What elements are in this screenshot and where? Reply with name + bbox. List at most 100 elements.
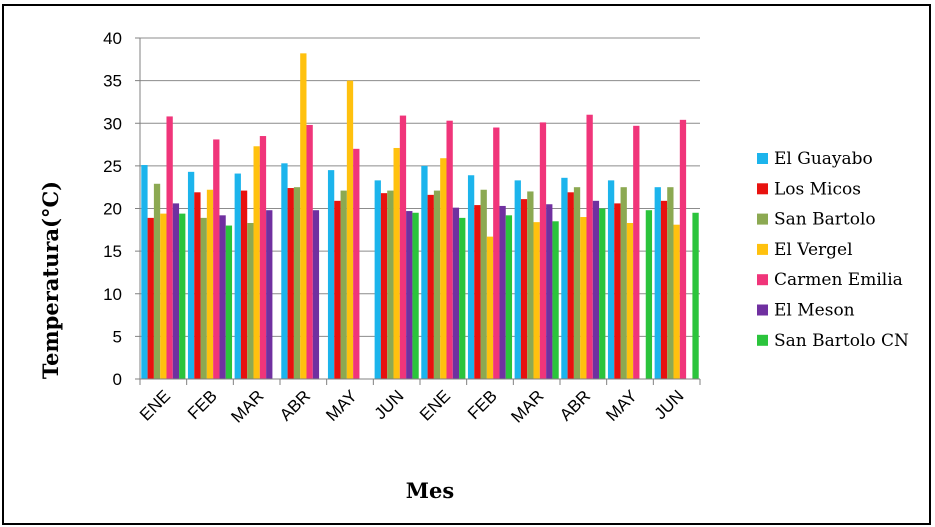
y-tick-label: 15 bbox=[103, 242, 122, 261]
legend-swatch bbox=[757, 304, 768, 316]
bar bbox=[300, 53, 307, 379]
bar bbox=[614, 203, 621, 379]
legend-item: San Bartolo CN bbox=[757, 331, 909, 351]
bar bbox=[499, 205, 506, 379]
bar bbox=[673, 224, 680, 379]
bar bbox=[592, 200, 600, 379]
y-tick-label: 5 bbox=[113, 327, 122, 346]
bar bbox=[187, 171, 195, 379]
bar bbox=[281, 163, 288, 379]
bar bbox=[387, 190, 394, 379]
bar bbox=[141, 165, 148, 379]
x-tick-labels: ENE FEB MAR ABR MAY JUN ENE FEB MAR ABR MAY JUN bbox=[136, 386, 687, 426]
bar bbox=[533, 222, 540, 379]
y-tick-label: 25 bbox=[103, 157, 122, 176]
legend-label: Carmen Emilia bbox=[774, 270, 903, 290]
bar bbox=[474, 205, 481, 379]
bar bbox=[421, 165, 428, 379]
bar bbox=[567, 192, 574, 379]
bar bbox=[586, 114, 593, 379]
bar bbox=[514, 180, 521, 379]
bar bbox=[166, 116, 173, 380]
bar bbox=[520, 199, 528, 379]
bar bbox=[539, 122, 547, 380]
bar bbox=[194, 192, 201, 379]
legend-swatch bbox=[757, 153, 768, 164]
x-tick-label: ENE bbox=[416, 386, 454, 424]
legend: El Guayabo Los Micos San Bartolo El Vergel C… bbox=[757, 149, 909, 351]
x-tick-label: FEB bbox=[464, 386, 501, 423]
y-axis-title: Temperatura(°C) bbox=[38, 181, 63, 379]
x-tick-label: FEB bbox=[184, 386, 221, 423]
bar bbox=[399, 115, 407, 379]
bar bbox=[380, 193, 388, 379]
y-tick-label: 30 bbox=[103, 114, 122, 133]
bar bbox=[654, 187, 661, 379]
bar bbox=[247, 222, 254, 379]
legend-label: El Vergel bbox=[774, 240, 853, 260]
bar bbox=[660, 200, 668, 379]
x-tick-label: ENE bbox=[136, 386, 174, 424]
bar bbox=[561, 177, 568, 379]
x-tick-label: MAY bbox=[322, 386, 361, 425]
x-tick-label: MAY bbox=[602, 386, 641, 425]
bar bbox=[633, 125, 640, 380]
bar bbox=[306, 124, 313, 379]
bar bbox=[334, 200, 341, 379]
bar bbox=[340, 190, 347, 379]
bar bbox=[259, 136, 267, 379]
bar bbox=[546, 204, 553, 379]
legend-swatch bbox=[757, 334, 768, 346]
bar bbox=[480, 189, 487, 379]
y-tick-label: 40 bbox=[103, 29, 122, 48]
x-tick-label: ABR bbox=[556, 386, 594, 424]
bar bbox=[486, 236, 494, 379]
y-tick-label: 10 bbox=[103, 285, 122, 304]
x-tick-label: MAR bbox=[227, 386, 267, 426]
bar bbox=[346, 80, 354, 379]
bar bbox=[580, 217, 587, 379]
bar bbox=[234, 173, 241, 379]
bar bbox=[467, 175, 475, 379]
bar bbox=[440, 158, 447, 379]
bar bbox=[179, 213, 186, 379]
bar bbox=[692, 212, 699, 379]
bar bbox=[153, 183, 161, 379]
grid-lines bbox=[140, 37, 700, 337]
bar bbox=[312, 210, 320, 379]
bar bbox=[433, 190, 441, 379]
bar bbox=[505, 215, 513, 379]
x-tick-label: JUN bbox=[651, 386, 688, 423]
legend-label: El Meson bbox=[774, 301, 855, 321]
legend-label: San Bartolo CN bbox=[774, 331, 909, 351]
x-axis-title: Mes bbox=[406, 478, 454, 503]
x-tick-label: MAR bbox=[507, 386, 547, 426]
bar bbox=[287, 188, 294, 379]
legend-item: Los Micos bbox=[757, 179, 861, 199]
axes bbox=[135, 37, 701, 385]
bar bbox=[213, 139, 220, 379]
bar bbox=[374, 180, 381, 379]
bar bbox=[253, 146, 260, 379]
y-tick-labels: 0 5 10 15 20 25 30 35 40 bbox=[103, 29, 122, 389]
legend-swatch bbox=[757, 274, 768, 286]
legend-swatch bbox=[757, 243, 768, 255]
bar bbox=[206, 189, 214, 379]
legend-item: El Meson bbox=[757, 301, 855, 321]
bar bbox=[459, 217, 466, 379]
bar bbox=[147, 217, 154, 379]
bar bbox=[679, 119, 687, 379]
bar bbox=[573, 187, 581, 379]
bar bbox=[240, 190, 248, 379]
bar bbox=[266, 210, 273, 379]
bar bbox=[225, 225, 233, 379]
bar bbox=[645, 210, 653, 379]
y-tick-label: 35 bbox=[103, 72, 122, 91]
bar bbox=[527, 191, 534, 379]
bar bbox=[493, 127, 500, 379]
bar bbox=[620, 187, 627, 379]
legend-item: Carmen Emilia bbox=[757, 270, 903, 290]
legend-item: El Vergel bbox=[757, 240, 853, 260]
bar bbox=[626, 222, 634, 379]
x-tick-label: ABR bbox=[276, 386, 314, 424]
